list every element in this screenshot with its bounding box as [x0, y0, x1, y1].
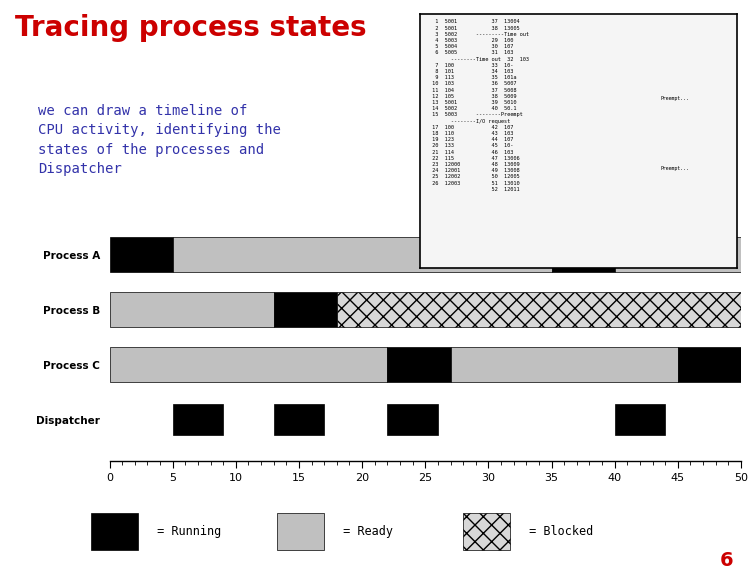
- Text: Preempt...: Preempt...: [661, 96, 689, 100]
- Text: Preempt...: Preempt...: [661, 166, 689, 172]
- Bar: [172, 237, 551, 272]
- Text: = Running: = Running: [150, 525, 222, 537]
- Text: Tracing process states: Tracing process states: [15, 14, 367, 43]
- Bar: [110, 347, 387, 382]
- Bar: [615, 237, 741, 272]
- Text: 6: 6: [720, 551, 733, 570]
- Bar: [110, 237, 172, 272]
- Bar: [337, 291, 741, 328]
- Text: we can draw a timeline of
CPU activity, identifying the
states of the processes : we can draw a timeline of CPU activity, …: [38, 104, 280, 176]
- Bar: [451, 347, 677, 382]
- Bar: [91, 513, 138, 550]
- Bar: [463, 513, 510, 550]
- Bar: [387, 347, 451, 382]
- Bar: [172, 404, 223, 435]
- Bar: [110, 291, 274, 328]
- Bar: [274, 291, 337, 328]
- Bar: [615, 404, 665, 435]
- Bar: [677, 347, 741, 382]
- Bar: [274, 404, 324, 435]
- Bar: [277, 513, 324, 550]
- Text: = Blocked: = Blocked: [522, 525, 593, 537]
- Text: 1  5001           37  13004
  2  5001           38  13005
  3  5002      -------: 1 5001 37 13004 2 5001 38 13005 3 5002 -…: [429, 20, 529, 192]
- Text: = Ready: = Ready: [336, 525, 393, 537]
- Bar: [551, 237, 615, 272]
- Bar: [387, 404, 438, 435]
